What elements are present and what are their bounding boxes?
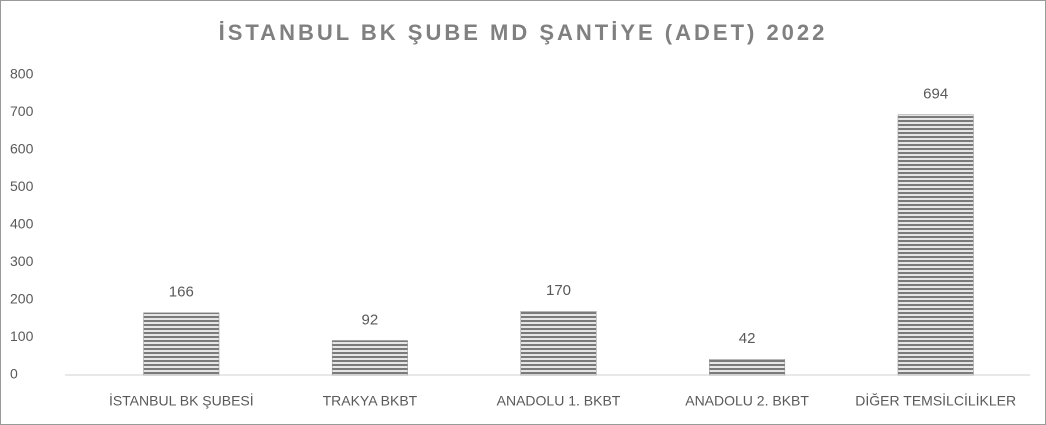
data-label: 170 — [546, 282, 571, 299]
chart-title: İSTANBUL BK ŞUBE MD ŞANTİYE (ADET) 2022 — [219, 20, 828, 45]
data-label: 166 — [169, 284, 194, 301]
data-label: 92 — [362, 311, 379, 328]
x-tick-label: İSTANBUL BK ŞUBESİ — [109, 392, 254, 409]
y-tick-label: 300 — [10, 253, 34, 269]
y-tick-label: 200 — [10, 291, 34, 307]
x-tick-label: ANADOLU 2. BKBT — [685, 393, 809, 409]
y-tick-label: 100 — [10, 328, 34, 344]
y-tick-label: 400 — [10, 216, 34, 232]
x-tick-label: DİĞER TEMSİLCİLİKLER — [855, 392, 1016, 409]
bar — [143, 312, 220, 376]
bar — [331, 340, 408, 376]
y-tick-label: 0 — [10, 366, 18, 382]
bar — [897, 114, 974, 376]
bar — [709, 359, 786, 376]
y-tick-label: 600 — [10, 141, 34, 157]
y-tick-label: 800 — [10, 66, 34, 82]
x-tick-label: TRAKYA BKBT — [323, 393, 418, 409]
y-tick-label: 500 — [10, 178, 34, 194]
bar — [520, 311, 597, 376]
y-tick-label: 700 — [10, 103, 34, 119]
data-label: 694 — [923, 86, 948, 103]
data-label: 42 — [739, 330, 756, 347]
x-tick-label: ANADOLU 1. BKBT — [497, 393, 621, 409]
